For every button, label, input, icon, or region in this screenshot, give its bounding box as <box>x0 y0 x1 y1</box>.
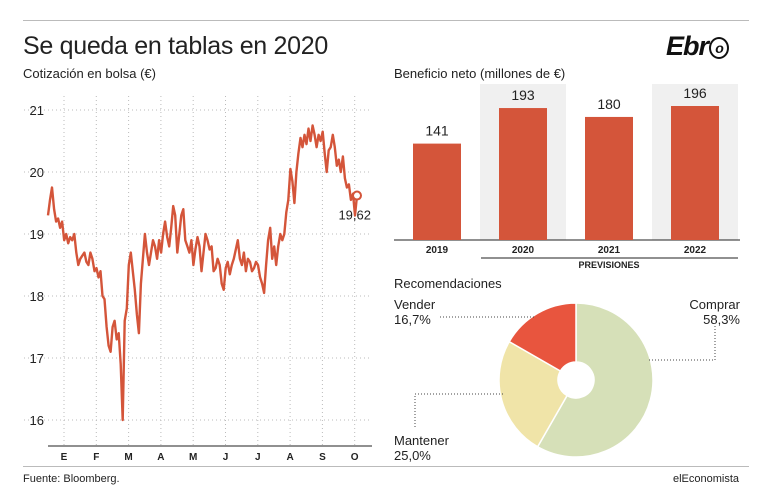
y-tick-label: 16 <box>30 413 44 428</box>
last-point-marker <box>352 190 362 201</box>
bar-category-label: 2020 <box>512 245 535 256</box>
pie-label-comprar: Comprar 58,3% <box>672 297 740 327</box>
brand-footer: elEconomista <box>673 473 740 485</box>
y-tick-label: 18 <box>30 289 44 304</box>
x-tick-label: F <box>93 452 99 463</box>
pie-label-vender-name: Vender <box>394 297 436 312</box>
last-value-label: 19,62 <box>338 208 371 223</box>
x-tick-label: E <box>61 452 68 463</box>
logo-circle: o <box>709 37 730 59</box>
bar-category-label: 2019 <box>426 245 449 256</box>
price-line <box>46 124 359 422</box>
page-title: Se queda en tablas en 2020 <box>23 32 328 60</box>
forecast-group-label: PREVISIONES <box>578 260 639 270</box>
y-tick-label: 17 <box>30 351 44 366</box>
pie-label-vender: Vender 16,7% <box>394 297 435 327</box>
pie-chart-title: Recomendaciones <box>394 276 502 291</box>
pie-label-mantener-value: 25,0% <box>394 448 431 463</box>
x-tick-label: O <box>351 452 359 463</box>
pie-leader-mantener <box>414 393 504 427</box>
y-tick-label: 20 <box>30 165 44 180</box>
pie-slice-comprar <box>536 302 654 458</box>
pie-label-comprar-value: 58,3% <box>703 312 740 327</box>
bar-chart-title: Beneficio neto (millones de €) <box>394 66 566 81</box>
bar <box>499 108 547 240</box>
bar <box>413 143 461 240</box>
pie-slice-vender <box>508 302 577 373</box>
x-tick-label: J <box>223 452 229 463</box>
y-tick-label: 21 <box>30 103 44 118</box>
bar <box>671 106 719 240</box>
bar-value-label: 193 <box>511 87 535 103</box>
x-tick-label: S <box>319 452 326 463</box>
line-chart-title: Cotización en bolsa (€) <box>23 66 156 81</box>
x-tick-label: M <box>189 452 197 463</box>
bar-value-label: 141 <box>425 123 449 139</box>
pie-label-mantener-name: Mantener <box>394 433 449 448</box>
pie-label-mantener: Mantener 25,0% <box>394 433 449 463</box>
top-rule <box>23 20 749 21</box>
source-note: Fuente: Bloomberg. <box>23 473 120 485</box>
x-tick-label: A <box>157 452 164 463</box>
pie-label-comprar-name: Comprar <box>689 297 740 312</box>
brand-logo: Ebr o <box>666 31 730 62</box>
logo-text: Ebr <box>666 31 709 61</box>
x-tick-label: A <box>286 452 293 463</box>
bottom-rule <box>23 466 749 467</box>
bar-value-label: 196 <box>683 85 707 101</box>
pie-label-vender-value: 16,7% <box>394 312 431 327</box>
bar <box>585 116 633 240</box>
bar-category-label: 2021 <box>598 245 621 256</box>
y-tick-label: 19 <box>30 227 44 242</box>
x-tick-label: J <box>255 452 261 463</box>
bar-category-label: 2022 <box>684 245 707 256</box>
pie-slice-mantener <box>498 340 569 448</box>
pie-leader-comprar <box>648 326 716 361</box>
bar-value-label: 180 <box>597 96 621 112</box>
x-tick-label: M <box>124 452 132 463</box>
